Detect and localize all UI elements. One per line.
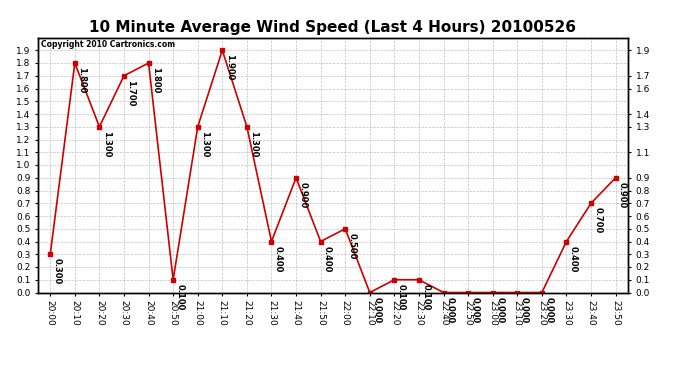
Title: 10 Minute Average Wind Speed (Last 4 Hours) 20100526: 10 Minute Average Wind Speed (Last 4 Hou…: [90, 20, 576, 35]
Text: 1.900: 1.900: [225, 54, 234, 81]
Text: 0.000: 0.000: [471, 297, 480, 323]
Text: 0.400: 0.400: [569, 246, 578, 272]
Text: 1.800: 1.800: [151, 67, 160, 93]
Text: 0.000: 0.000: [520, 297, 529, 323]
Text: 0.100: 0.100: [397, 284, 406, 310]
Text: 1.700: 1.700: [126, 80, 135, 106]
Text: 1.800: 1.800: [77, 67, 86, 93]
Text: 1.300: 1.300: [102, 131, 111, 157]
Text: 0.100: 0.100: [175, 284, 185, 310]
Text: 0.900: 0.900: [618, 182, 627, 208]
Text: 0.900: 0.900: [299, 182, 308, 208]
Text: 0.400: 0.400: [274, 246, 283, 272]
Text: 0.400: 0.400: [323, 246, 332, 272]
Text: 0.000: 0.000: [446, 297, 455, 323]
Text: 0.000: 0.000: [544, 297, 553, 323]
Text: 0.700: 0.700: [593, 207, 602, 234]
Text: 1.300: 1.300: [249, 131, 258, 157]
Text: 0.500: 0.500: [348, 233, 357, 259]
Text: Copyright 2010 Cartronics.com: Copyright 2010 Cartronics.com: [41, 40, 175, 49]
Text: 0.000: 0.000: [495, 297, 504, 323]
Text: 0.100: 0.100: [422, 284, 431, 310]
Text: 1.300: 1.300: [200, 131, 209, 157]
Text: 0.000: 0.000: [372, 297, 382, 323]
Text: 0.300: 0.300: [52, 258, 61, 285]
